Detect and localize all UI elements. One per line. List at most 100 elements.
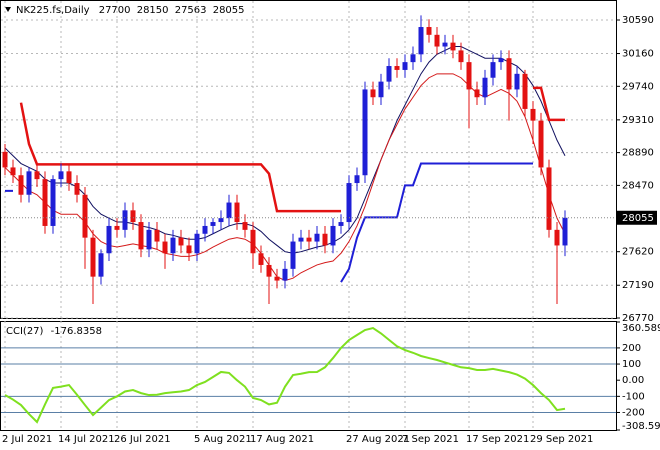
x-tick-label: 27 Aug 2021 xyxy=(346,434,410,445)
candle-body xyxy=(450,42,456,51)
candle-body xyxy=(106,225,112,254)
candle-body xyxy=(306,237,312,242)
candle-body xyxy=(218,218,224,223)
y-tick-label: 30590 xyxy=(622,15,654,26)
candle-body xyxy=(338,222,344,226)
candle-body xyxy=(466,62,472,90)
candle-body xyxy=(530,108,536,121)
candle-body xyxy=(18,175,24,195)
last-close: 28055 xyxy=(213,5,245,16)
candle-body xyxy=(458,50,464,63)
candle-body xyxy=(546,167,552,230)
last-price-box xyxy=(617,210,657,225)
price-frame xyxy=(0,0,617,319)
candle-body xyxy=(58,171,64,180)
x-tick-label: 26 Jul 2021 xyxy=(114,434,171,445)
candle-body xyxy=(562,217,568,246)
candle-body xyxy=(482,77,488,98)
symbol: NK225.fs,Daily xyxy=(16,5,90,16)
candle-body xyxy=(130,210,136,223)
menu-icon[interactable] xyxy=(5,7,11,12)
candle-body xyxy=(394,66,400,70)
candle-body xyxy=(506,58,512,90)
candle-body xyxy=(242,222,248,230)
candle-body xyxy=(314,233,320,242)
y-tick-label: -200 xyxy=(622,407,645,418)
candle-body xyxy=(322,233,328,246)
candle-body xyxy=(202,225,208,234)
y-tick-label: 27620 xyxy=(622,247,654,258)
candle-body xyxy=(114,225,120,230)
x-tick-label: 7 Sep 2021 xyxy=(402,434,459,445)
candle-body xyxy=(290,241,296,269)
y-tick-label: -100 xyxy=(622,391,645,402)
candle-body xyxy=(434,34,440,47)
candle-body xyxy=(330,225,336,246)
candle-body xyxy=(426,27,432,35)
x-tick-label: 17 Sep 2021 xyxy=(466,434,529,445)
candle-body xyxy=(138,222,144,250)
y-tick-label: 0.00 xyxy=(622,375,644,386)
y-tick-label: 29740 xyxy=(622,81,654,92)
candle-body xyxy=(90,237,96,277)
candle-body xyxy=(298,237,304,242)
candle-body xyxy=(418,27,424,55)
candle-body xyxy=(178,237,184,246)
y-tick-label: 27190 xyxy=(622,280,654,291)
candle-body xyxy=(162,241,168,254)
candle-body xyxy=(474,89,480,98)
x-tick-label: 5 Aug 2021 xyxy=(194,434,252,445)
candle-body xyxy=(346,183,352,223)
candle-body xyxy=(122,210,128,230)
y-tick-label: 28470 xyxy=(622,180,654,191)
candle-body xyxy=(186,245,192,254)
candle-body xyxy=(442,42,448,47)
y-tick-label: 100 xyxy=(622,359,641,370)
last-high: 28150 xyxy=(137,5,169,16)
candle-body xyxy=(354,175,360,184)
candle-body xyxy=(34,171,40,180)
candle-body xyxy=(402,62,408,70)
candle-body xyxy=(378,81,384,98)
candle-body xyxy=(74,183,80,195)
candle-body xyxy=(154,229,160,242)
y-tick-label: -308.5934 xyxy=(622,421,660,432)
candle-body xyxy=(10,167,16,176)
candle-body xyxy=(250,229,256,254)
last-low: 27563 xyxy=(175,5,207,16)
candle-body xyxy=(42,179,48,226)
candle-body xyxy=(274,276,280,281)
cci-last: -176.8358 xyxy=(51,326,102,337)
candle-body xyxy=(66,171,72,184)
candle-body xyxy=(210,222,216,226)
indicator-line xyxy=(4,73,566,282)
candle-body xyxy=(490,62,496,78)
candle-body xyxy=(194,233,200,254)
indicator-line xyxy=(4,46,566,254)
candle-body xyxy=(82,194,88,238)
y-tick-label: 29310 xyxy=(622,115,654,126)
cci-frame xyxy=(0,321,617,431)
candle-body xyxy=(498,58,504,63)
x-tick-label: 17 Aug 2021 xyxy=(250,434,314,445)
candle-body xyxy=(234,202,240,223)
candle-body xyxy=(554,229,560,246)
y-tick-label: 28890 xyxy=(622,148,654,159)
x-tick-label: 14 Jul 2021 xyxy=(58,434,115,445)
candle-body xyxy=(514,73,520,90)
candle-body xyxy=(2,151,8,168)
chart-title: NK225.fs,Daily 27700 28150 27563 28055 xyxy=(16,5,245,16)
cci-line xyxy=(4,326,566,424)
candle-body xyxy=(226,202,232,219)
x-tick-label: 2 Jul 2021 xyxy=(2,434,52,445)
y-tick-label: 360.5895 xyxy=(622,323,660,334)
candle-body xyxy=(98,253,104,277)
cci-name: CCI(27) xyxy=(6,326,44,337)
candle-body xyxy=(386,66,392,82)
y-tick-label: 200 xyxy=(622,343,641,354)
x-tick-label: 29 Sep 2021 xyxy=(530,434,593,445)
cci-title: CCI(27) -176.8358 xyxy=(6,326,102,337)
y-tick-label: 30160 xyxy=(622,49,654,60)
candle-body xyxy=(266,264,272,277)
